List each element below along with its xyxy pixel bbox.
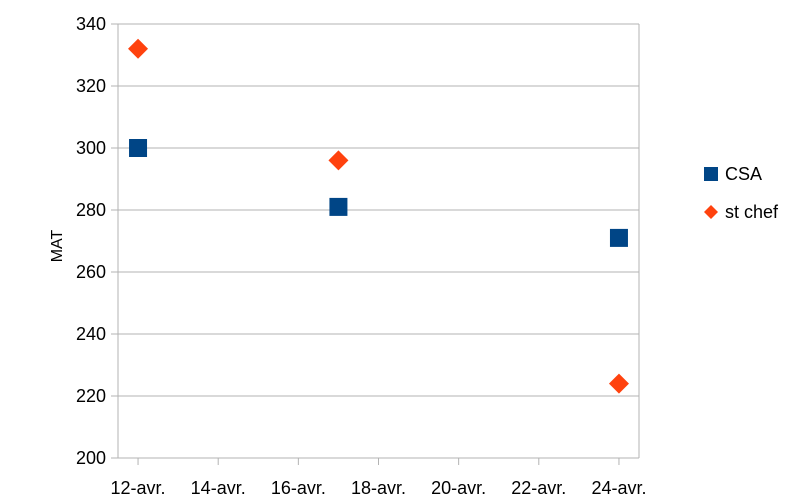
x-tick-label: 20-avr. [431, 478, 486, 498]
y-tick-label: 200 [76, 448, 106, 468]
data-point-csa [129, 139, 148, 157]
x-tick-label: 16-avr. [271, 478, 326, 498]
data-point-st-chef [608, 373, 629, 394]
y-tick-label: 300 [76, 138, 106, 158]
data-point-st-chef [328, 150, 349, 171]
grid-lines [118, 23, 639, 397]
legend: CSA st chef [704, 164, 779, 222]
plot-area [118, 24, 639, 458]
legend-label-csa: CSA [725, 164, 762, 184]
data-point-csa [609, 228, 628, 247]
y-tick-label: 260 [76, 262, 106, 282]
y-tick-label: 280 [76, 200, 106, 220]
x-tick-labels: 12-avr. 14-avr. 16-avr. 18-avr. 20-avr. 22-av… [111, 478, 647, 498]
legend-label-st-chef: st chef [725, 202, 779, 222]
axes [111, 23, 640, 465]
y-tick-label: 240 [76, 324, 106, 344]
legend-marker-csa [704, 167, 718, 181]
y-tick-label: 320 [76, 76, 106, 96]
x-tick-label: 24-avr. [591, 478, 646, 498]
y-tick-label: 220 [76, 386, 106, 406]
x-tick-label: 18-avr. [351, 478, 406, 498]
data-point-st-chef [128, 38, 149, 59]
y-tick-labels: 200 220 240 260 280 300 320 340 [76, 14, 106, 468]
y-tick-label: 340 [76, 14, 106, 34]
x-tick-label: 14-avr. [191, 478, 246, 498]
data-point-csa [329, 197, 348, 216]
legend-marker-st-chef [704, 205, 718, 219]
y-axis-title: MAT [49, 229, 66, 262]
x-tick-label: 12-avr. [111, 478, 166, 498]
data-points [128, 38, 629, 394]
x-tick-label: 22-avr. [511, 478, 566, 498]
